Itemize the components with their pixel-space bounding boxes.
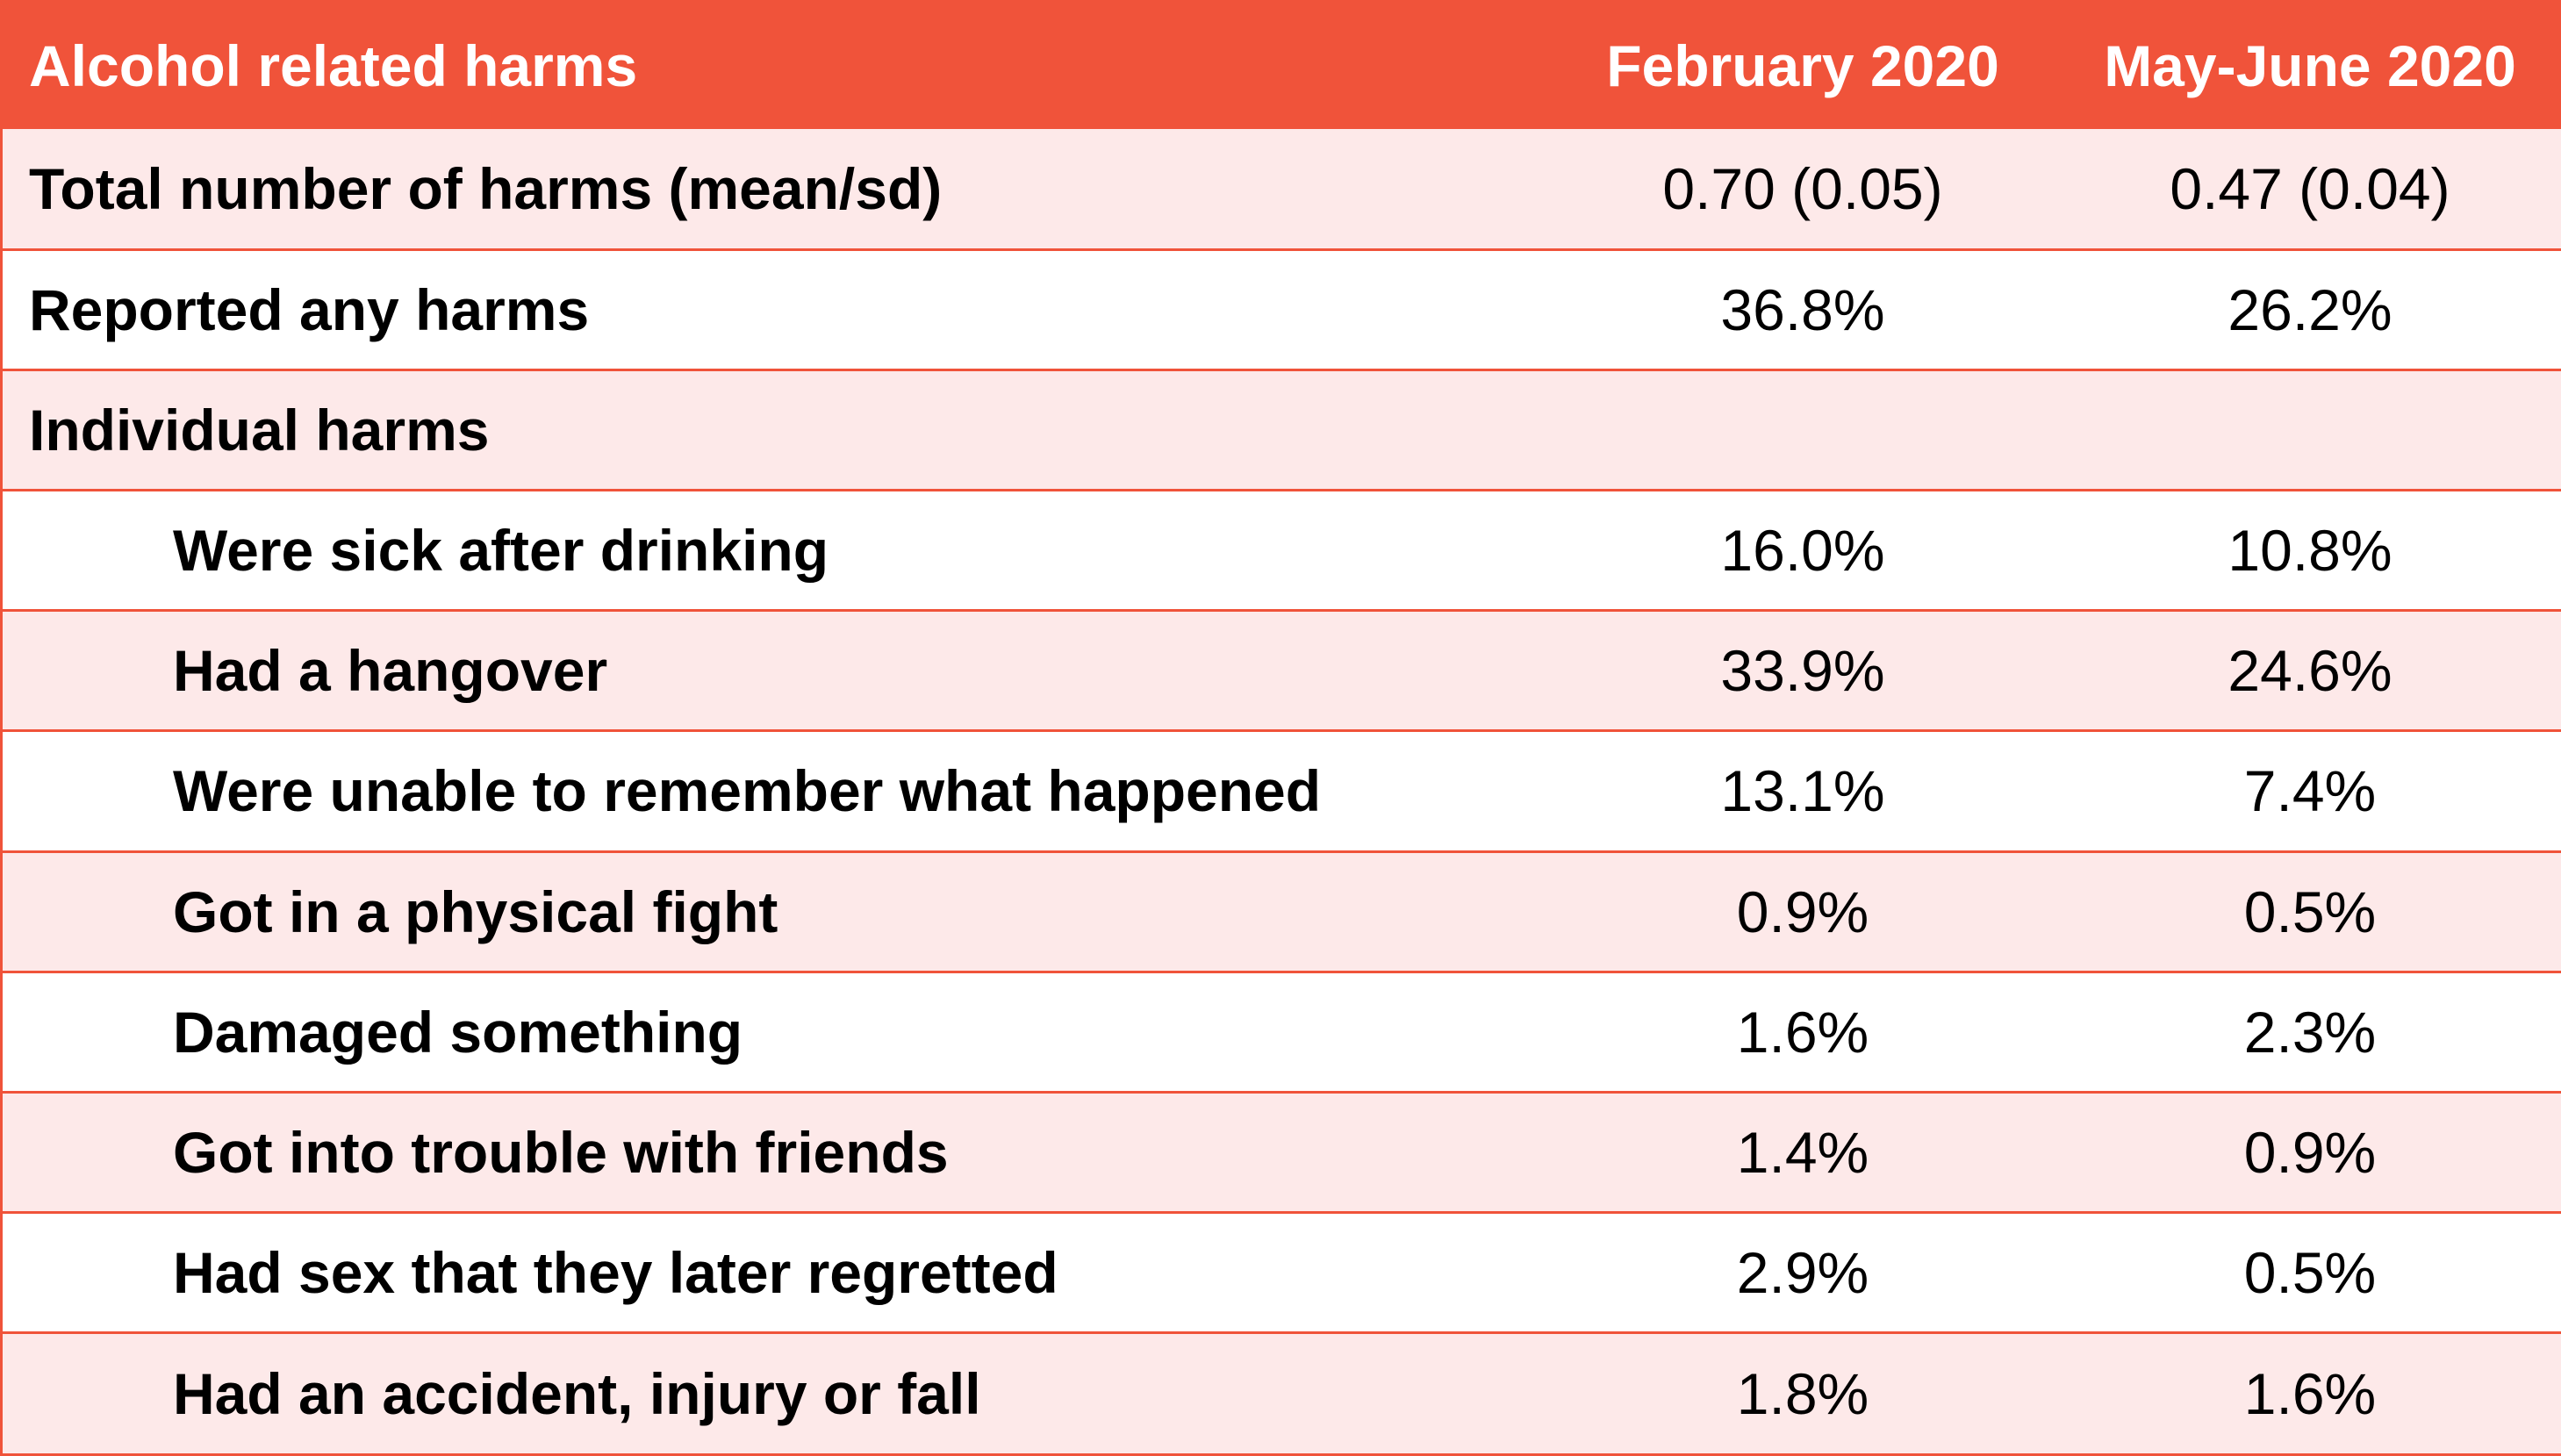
row-value-may-june: 0.9% <box>2056 1092 2561 1215</box>
row-value-february: 1.4% <box>1549 1092 2056 1215</box>
table-header: Alcohol related harms February 2020 May-… <box>3 3 2561 129</box>
row-value-may-june <box>2056 369 2561 492</box>
row-value-may-june: 24.6% <box>2056 610 2561 733</box>
header-row: Alcohol related harms February 2020 May-… <box>3 3 2561 129</box>
row-value-february: 2.9% <box>1549 1212 2056 1335</box>
table-row-sick-after-drinking: Were sick after drinking 16.0% 10.8% <box>3 490 2561 613</box>
table-row-total-harms: Total number of harms (mean/sd) 0.70 (0.… <box>3 129 2561 251</box>
row-value-february: 36.8% <box>1549 249 2056 371</box>
row-value-february: 0.9% <box>1549 851 2056 973</box>
row-value-may-june: 0.47 (0.04) <box>2056 129 2561 251</box>
row-value-may-june: 0.5% <box>2056 851 2561 973</box>
row-value-february: 16.0% <box>1549 490 2056 613</box>
table-body: Total number of harms (mean/sd) 0.70 (0.… <box>3 129 2561 1453</box>
table-row-hangover: Had a hangover 33.9% 24.6% <box>3 610 2561 733</box>
header-may-june-2020: May-June 2020 <box>2056 3 2561 129</box>
alcohol-harms-table: Alcohol related harms February 2020 May-… <box>3 3 2561 1453</box>
row-label: Total number of harms (mean/sd) <box>3 129 1549 251</box>
row-value-may-june: 26.2% <box>2056 249 2561 371</box>
row-value-may-june: 10.8% <box>2056 490 2561 613</box>
row-value-february <box>1549 369 2056 492</box>
row-label: Had an accident, injury or fall <box>3 1332 1549 1453</box>
row-value-may-june: 0.5% <box>2056 1212 2561 1335</box>
header-february-2020: February 2020 <box>1549 3 2056 129</box>
table-row-regretted-sex: Had sex that they later regretted 2.9% 0… <box>3 1212 2561 1335</box>
row-label: Reported any harms <box>3 249 1549 371</box>
row-value-may-june: 7.4% <box>2056 730 2561 853</box>
row-label: Got in a physical fight <box>3 851 1549 973</box>
row-value-february: 13.1% <box>1549 730 2056 853</box>
table-row-trouble-with-friends: Got into trouble with friends 1.4% 0.9% <box>3 1092 2561 1215</box>
row-label: Had a hangover <box>3 610 1549 733</box>
row-value-february: 0.70 (0.05) <box>1549 129 2056 251</box>
table-row-unable-to-remember: Were unable to remember what happened 13… <box>3 730 2561 853</box>
table-row-accident-injury-fall: Had an accident, injury or fall 1.8% 1.6… <box>3 1332 2561 1453</box>
row-label: Were sick after drinking <box>3 490 1549 613</box>
header-label-column: Alcohol related harms <box>3 3 1549 129</box>
row-value-may-june: 1.6% <box>2056 1332 2561 1453</box>
row-value-february: 1.6% <box>1549 972 2056 1094</box>
table-row-reported-any-harms: Reported any harms 36.8% 26.2% <box>3 249 2561 371</box>
row-value-may-june: 2.3% <box>2056 972 2561 1094</box>
row-value-february: 33.9% <box>1549 610 2056 733</box>
row-label: Were unable to remember what happened <box>3 730 1549 853</box>
section-label: Individual harms <box>3 369 1549 492</box>
table-row-individual-harms-section: Individual harms <box>3 369 2561 492</box>
row-label: Had sex that they later regretted <box>3 1212 1549 1335</box>
table-row-damaged-something: Damaged something 1.6% 2.3% <box>3 972 2561 1094</box>
row-value-february: 1.8% <box>1549 1332 2056 1453</box>
row-label: Got into trouble with friends <box>3 1092 1549 1215</box>
row-label: Damaged something <box>3 972 1549 1094</box>
table-row-physical-fight: Got in a physical fight 0.9% 0.5% <box>3 851 2561 973</box>
